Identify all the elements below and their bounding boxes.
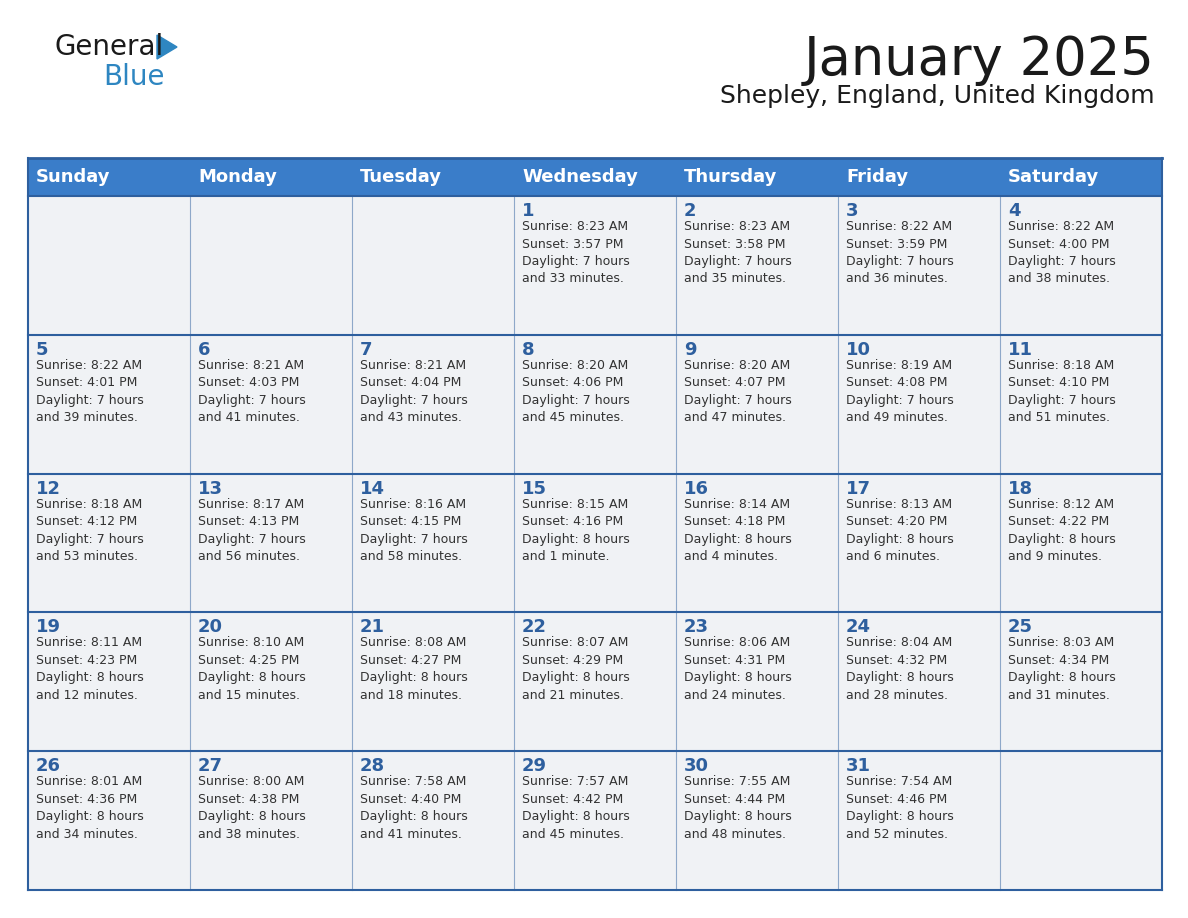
Text: Sunrise: 8:06 AM
Sunset: 4:31 PM
Daylight: 8 hours
and 24 minutes.: Sunrise: 8:06 AM Sunset: 4:31 PM Dayligh… [684,636,792,702]
Text: Sunrise: 8:01 AM
Sunset: 4:36 PM
Daylight: 8 hours
and 34 minutes.: Sunrise: 8:01 AM Sunset: 4:36 PM Dayligh… [36,775,144,841]
Text: Saturday: Saturday [1009,168,1099,186]
Text: 5: 5 [36,341,49,359]
Text: Sunrise: 8:10 AM
Sunset: 4:25 PM
Daylight: 8 hours
and 15 minutes.: Sunrise: 8:10 AM Sunset: 4:25 PM Dayligh… [198,636,305,702]
Text: 28: 28 [360,757,385,775]
Text: Sunrise: 8:21 AM
Sunset: 4:04 PM
Daylight: 7 hours
and 43 minutes.: Sunrise: 8:21 AM Sunset: 4:04 PM Dayligh… [360,359,468,424]
Text: 25: 25 [1009,619,1034,636]
Text: Thursday: Thursday [684,168,777,186]
Text: General: General [55,33,164,61]
Text: 18: 18 [1009,479,1034,498]
Text: Sunrise: 7:58 AM
Sunset: 4:40 PM
Daylight: 8 hours
and 41 minutes.: Sunrise: 7:58 AM Sunset: 4:40 PM Dayligh… [360,775,468,841]
Text: Shepley, England, United Kingdom: Shepley, England, United Kingdom [720,84,1155,108]
Text: Sunrise: 8:23 AM
Sunset: 3:58 PM
Daylight: 7 hours
and 35 minutes.: Sunrise: 8:23 AM Sunset: 3:58 PM Dayligh… [684,220,792,285]
Text: 26: 26 [36,757,61,775]
Text: Friday: Friday [846,168,908,186]
Text: 12: 12 [36,479,61,498]
Text: 22: 22 [522,619,548,636]
Text: Sunrise: 8:22 AM
Sunset: 3:59 PM
Daylight: 7 hours
and 36 minutes.: Sunrise: 8:22 AM Sunset: 3:59 PM Dayligh… [846,220,954,285]
Text: 20: 20 [198,619,223,636]
Text: Sunrise: 8:19 AM
Sunset: 4:08 PM
Daylight: 7 hours
and 49 minutes.: Sunrise: 8:19 AM Sunset: 4:08 PM Dayligh… [846,359,954,424]
Text: 14: 14 [360,479,385,498]
Text: 8: 8 [522,341,535,359]
Text: 10: 10 [846,341,871,359]
Text: 3: 3 [846,202,859,220]
Text: Sunrise: 7:57 AM
Sunset: 4:42 PM
Daylight: 8 hours
and 45 minutes.: Sunrise: 7:57 AM Sunset: 4:42 PM Dayligh… [522,775,630,841]
Polygon shape [157,35,177,59]
Text: Sunrise: 8:17 AM
Sunset: 4:13 PM
Daylight: 7 hours
and 56 minutes.: Sunrise: 8:17 AM Sunset: 4:13 PM Dayligh… [198,498,305,563]
Text: 1: 1 [522,202,535,220]
Text: 30: 30 [684,757,709,775]
Text: Sunday: Sunday [36,168,110,186]
Text: 23: 23 [684,619,709,636]
Text: 17: 17 [846,479,871,498]
Text: Sunrise: 8:03 AM
Sunset: 4:34 PM
Daylight: 8 hours
and 31 minutes.: Sunrise: 8:03 AM Sunset: 4:34 PM Dayligh… [1009,636,1116,702]
Text: Sunrise: 8:15 AM
Sunset: 4:16 PM
Daylight: 8 hours
and 1 minute.: Sunrise: 8:15 AM Sunset: 4:16 PM Dayligh… [522,498,630,563]
Text: Sunrise: 8:12 AM
Sunset: 4:22 PM
Daylight: 8 hours
and 9 minutes.: Sunrise: 8:12 AM Sunset: 4:22 PM Dayligh… [1009,498,1116,563]
Text: 31: 31 [846,757,871,775]
Text: 9: 9 [684,341,696,359]
Bar [29,158,1162,196]
Text: 15: 15 [522,479,548,498]
Text: 7: 7 [360,341,373,359]
Text: Sunrise: 8:18 AM
Sunset: 4:10 PM
Daylight: 7 hours
and 51 minutes.: Sunrise: 8:18 AM Sunset: 4:10 PM Dayligh… [1009,359,1116,424]
Text: Sunrise: 8:14 AM
Sunset: 4:18 PM
Daylight: 8 hours
and 4 minutes.: Sunrise: 8:14 AM Sunset: 4:18 PM Dayligh… [684,498,792,563]
Text: Sunrise: 8:21 AM
Sunset: 4:03 PM
Daylight: 7 hours
and 41 minutes.: Sunrise: 8:21 AM Sunset: 4:03 PM Dayligh… [198,359,305,424]
Text: 29: 29 [522,757,548,775]
Text: Sunrise: 8:20 AM
Sunset: 4:07 PM
Daylight: 7 hours
and 47 minutes.: Sunrise: 8:20 AM Sunset: 4:07 PM Dayligh… [684,359,792,424]
Text: Sunrise: 8:18 AM
Sunset: 4:12 PM
Daylight: 7 hours
and 53 minutes.: Sunrise: 8:18 AM Sunset: 4:12 PM Dayligh… [36,498,144,563]
Text: 6: 6 [198,341,210,359]
Text: Sunrise: 8:00 AM
Sunset: 4:38 PM
Daylight: 8 hours
and 38 minutes.: Sunrise: 8:00 AM Sunset: 4:38 PM Dayligh… [198,775,305,841]
Text: Sunrise: 8:23 AM
Sunset: 3:57 PM
Daylight: 7 hours
and 33 minutes.: Sunrise: 8:23 AM Sunset: 3:57 PM Dayligh… [522,220,630,285]
Text: Sunrise: 8:11 AM
Sunset: 4:23 PM
Daylight: 8 hours
and 12 minutes.: Sunrise: 8:11 AM Sunset: 4:23 PM Dayligh… [36,636,144,702]
Text: Sunrise: 7:55 AM
Sunset: 4:44 PM
Daylight: 8 hours
and 48 minutes.: Sunrise: 7:55 AM Sunset: 4:44 PM Dayligh… [684,775,792,841]
Text: Sunrise: 8:13 AM
Sunset: 4:20 PM
Daylight: 8 hours
and 6 minutes.: Sunrise: 8:13 AM Sunset: 4:20 PM Dayligh… [846,498,954,563]
Text: Wednesday: Wednesday [522,168,638,186]
Text: Sunrise: 7:54 AM
Sunset: 4:46 PM
Daylight: 8 hours
and 52 minutes.: Sunrise: 7:54 AM Sunset: 4:46 PM Dayligh… [846,775,954,841]
Text: Sunrise: 8:04 AM
Sunset: 4:32 PM
Daylight: 8 hours
and 28 minutes.: Sunrise: 8:04 AM Sunset: 4:32 PM Dayligh… [846,636,954,702]
Text: 19: 19 [36,619,61,636]
Text: Sunrise: 8:22 AM
Sunset: 4:01 PM
Daylight: 7 hours
and 39 minutes.: Sunrise: 8:22 AM Sunset: 4:01 PM Dayligh… [36,359,144,424]
Text: Tuesday: Tuesday [360,168,442,186]
Text: 13: 13 [198,479,223,498]
Text: Sunrise: 8:08 AM
Sunset: 4:27 PM
Daylight: 8 hours
and 18 minutes.: Sunrise: 8:08 AM Sunset: 4:27 PM Dayligh… [360,636,468,702]
Text: Sunrise: 8:16 AM
Sunset: 4:15 PM
Daylight: 7 hours
and 58 minutes.: Sunrise: 8:16 AM Sunset: 4:15 PM Dayligh… [360,498,468,563]
Text: Sunrise: 8:20 AM
Sunset: 4:06 PM
Daylight: 7 hours
and 45 minutes.: Sunrise: 8:20 AM Sunset: 4:06 PM Dayligh… [522,359,630,424]
Text: 11: 11 [1009,341,1034,359]
Text: Sunrise: 8:07 AM
Sunset: 4:29 PM
Daylight: 8 hours
and 21 minutes.: Sunrise: 8:07 AM Sunset: 4:29 PM Dayligh… [522,636,630,702]
Text: Monday: Monday [198,168,277,186]
Text: 24: 24 [846,619,871,636]
Text: Blue: Blue [103,63,164,91]
Text: 4: 4 [1009,202,1020,220]
Text: Sunrise: 8:22 AM
Sunset: 4:00 PM
Daylight: 7 hours
and 38 minutes.: Sunrise: 8:22 AM Sunset: 4:00 PM Dayligh… [1009,220,1116,285]
Bar [29,196,1162,890]
Text: 16: 16 [684,479,709,498]
Text: 2: 2 [684,202,696,220]
Text: 21: 21 [360,619,385,636]
Text: 27: 27 [198,757,223,775]
Text: January 2025: January 2025 [804,34,1155,86]
